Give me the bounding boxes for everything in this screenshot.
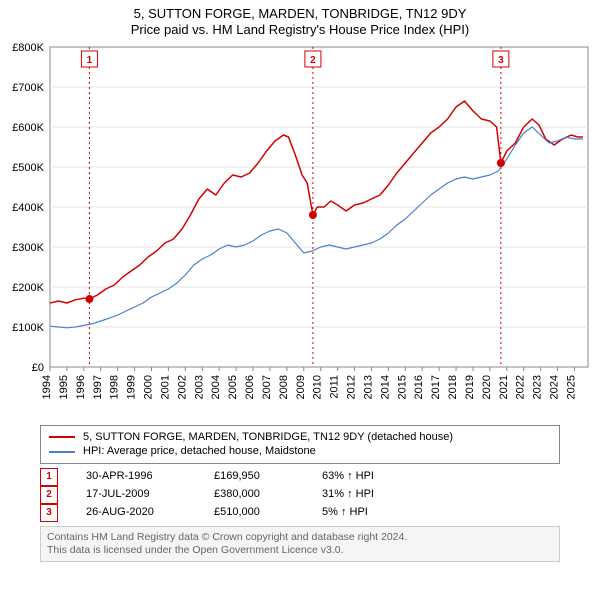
svg-text:2007: 2007 xyxy=(261,375,273,399)
table-row: 1 30-APR-1996 £169,950 63% ↑ HPI xyxy=(40,468,560,486)
svg-text:£800K: £800K xyxy=(12,42,44,54)
svg-text:2001: 2001 xyxy=(159,375,171,399)
svg-text:3: 3 xyxy=(498,55,504,66)
attribution-line-1: Contains HM Land Registry data © Crown c… xyxy=(47,531,553,544)
transaction-hpi: 5% ↑ HPI xyxy=(322,505,368,521)
svg-text:2003: 2003 xyxy=(193,375,205,399)
svg-text:1: 1 xyxy=(87,55,93,66)
transaction-price: £510,000 xyxy=(214,505,294,521)
legend-row-hpi: HPI: Average price, detached house, Maid… xyxy=(49,444,551,459)
svg-text:£200K: £200K xyxy=(12,282,44,294)
svg-text:2012: 2012 xyxy=(346,375,358,399)
svg-text:2006: 2006 xyxy=(244,375,256,399)
table-row: 2 17-JUL-2009 £380,000 31% ↑ HPI xyxy=(40,486,560,504)
svg-text:1995: 1995 xyxy=(58,375,70,399)
svg-text:1996: 1996 xyxy=(75,375,87,399)
legend-swatch-property xyxy=(49,436,75,438)
svg-text:2016: 2016 xyxy=(413,375,425,399)
transaction-marker-2: 2 xyxy=(40,486,58,504)
svg-text:2022: 2022 xyxy=(515,375,527,399)
title-subtitle: Price paid vs. HM Land Registry's House … xyxy=(0,22,600,38)
svg-text:£400K: £400K xyxy=(12,202,44,214)
transaction-date: 26-AUG-2020 xyxy=(86,505,186,521)
svg-text:2019: 2019 xyxy=(464,375,476,399)
transaction-hpi: 31% ↑ HPI xyxy=(322,487,374,503)
price-chart: £0 £100K £200K £300K £400K £500K £600K £700K £80… xyxy=(0,39,600,419)
table-row: 3 26-AUG-2020 £510,000 5% ↑ HPI xyxy=(40,504,560,522)
transaction-marker-1: 1 xyxy=(40,468,58,486)
svg-text:£0: £0 xyxy=(32,362,44,374)
svg-text:2020: 2020 xyxy=(481,375,493,399)
transaction-price: £169,950 xyxy=(214,469,294,485)
legend-label-hpi: HPI: Average price, detached house, Maid… xyxy=(83,444,316,459)
legend-swatch-hpi xyxy=(49,451,75,453)
svg-text:£500K: £500K xyxy=(12,162,44,174)
svg-text:2017: 2017 xyxy=(430,375,442,399)
svg-text:2002: 2002 xyxy=(176,375,188,399)
svg-text:2005: 2005 xyxy=(227,375,239,399)
transaction-date: 30-APR-1996 xyxy=(86,469,186,485)
svg-text:2018: 2018 xyxy=(447,375,459,399)
svg-text:2014: 2014 xyxy=(379,375,391,399)
svg-text:2021: 2021 xyxy=(498,375,510,399)
svg-text:2023: 2023 xyxy=(532,375,544,399)
svg-text:1999: 1999 xyxy=(126,375,138,399)
svg-text:2008: 2008 xyxy=(278,375,290,399)
svg-text:2025: 2025 xyxy=(565,375,577,399)
svg-text:2000: 2000 xyxy=(143,375,155,399)
svg-text:2010: 2010 xyxy=(312,375,324,399)
svg-text:2: 2 xyxy=(310,55,316,66)
svg-text:1998: 1998 xyxy=(109,375,121,399)
attribution: Contains HM Land Registry data © Crown c… xyxy=(40,526,560,562)
svg-text:2011: 2011 xyxy=(329,375,341,399)
svg-text:2013: 2013 xyxy=(362,375,374,399)
legend: 5, SUTTON FORGE, MARDEN, TONBRIDGE, TN12… xyxy=(40,425,560,465)
svg-text:£300K: £300K xyxy=(12,242,44,254)
title-address: 5, SUTTON FORGE, MARDEN, TONBRIDGE, TN12… xyxy=(0,0,600,22)
legend-row-property: 5, SUTTON FORGE, MARDEN, TONBRIDGE, TN12… xyxy=(49,430,551,445)
legend-label-property: 5, SUTTON FORGE, MARDEN, TONBRIDGE, TN12… xyxy=(83,430,453,445)
svg-text:£100K: £100K xyxy=(12,322,44,334)
attribution-line-2: This data is licensed under the Open Gov… xyxy=(47,544,553,557)
svg-text:1997: 1997 xyxy=(92,375,104,399)
svg-text:2024: 2024 xyxy=(549,375,561,399)
transaction-marker-3: 3 xyxy=(40,504,58,522)
transactions-table: 1 30-APR-1996 £169,950 63% ↑ HPI 2 17-JU… xyxy=(40,468,560,522)
transaction-price: £380,000 xyxy=(214,487,294,503)
svg-text:2009: 2009 xyxy=(295,375,307,399)
svg-text:2004: 2004 xyxy=(210,375,222,399)
transaction-date: 17-JUL-2009 xyxy=(86,487,186,503)
svg-text:2015: 2015 xyxy=(396,375,408,399)
svg-text:£700K: £700K xyxy=(12,82,44,94)
transaction-hpi: 63% ↑ HPI xyxy=(322,469,374,485)
svg-text:1994: 1994 xyxy=(41,375,53,399)
svg-text:£600K: £600K xyxy=(12,122,44,134)
